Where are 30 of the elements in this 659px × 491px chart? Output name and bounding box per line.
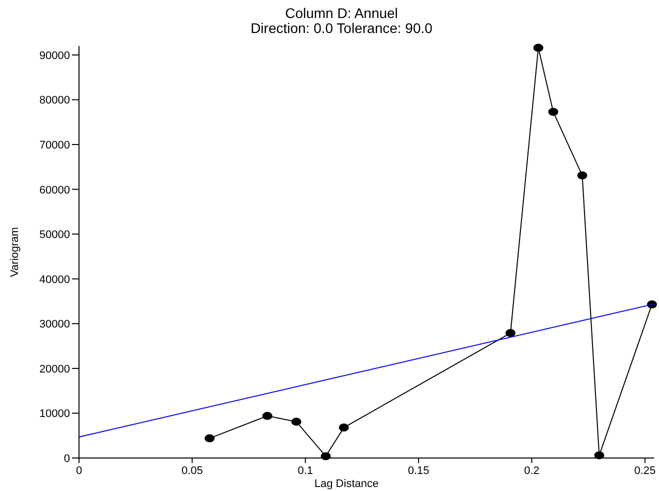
- y-tick-label: 50000: [39, 229, 70, 242]
- point: [291, 418, 302, 426]
- point: [204, 434, 215, 442]
- y-tick-label: 0: [64, 453, 70, 465]
- y-tick-label: 40000: [39, 274, 70, 286]
- y-tick-label: 20000: [39, 363, 70, 376]
- x-axis-title: Lag Distance: [314, 478, 379, 490]
- x-tick-label: 0.05: [181, 465, 203, 477]
- point: [338, 424, 349, 432]
- chart-title: Column D: Annuel: [285, 5, 398, 21]
- chart-subtitle: Direction: 0.0 Tolerance: 90.0: [250, 20, 433, 36]
- point: [548, 108, 558, 116]
- y-tick-label: 90000: [39, 50, 70, 62]
- point: [594, 451, 604, 460]
- point: [577, 171, 588, 180]
- x-tick-label: 0: [76, 465, 82, 477]
- x-tick-label: 0.15: [408, 465, 430, 477]
- y-tick-label: 30000: [39, 318, 70, 331]
- x-tick-label: 0.1: [298, 465, 314, 477]
- y-tick-label: 60000: [39, 184, 70, 196]
- y-tick-label: 70000: [39, 140, 70, 152]
- point: [533, 44, 544, 52]
- y-axis-title: Variogram: [9, 227, 21, 277]
- point: [320, 452, 331, 460]
- point: [505, 329, 516, 338]
- x-tick-label: 0.2: [524, 465, 540, 477]
- x-tick-label: 0.25: [634, 465, 656, 477]
- y-tick-label: 80000: [39, 94, 70, 107]
- y-tick-label: 10000: [39, 408, 70, 420]
- point: [262, 412, 272, 420]
